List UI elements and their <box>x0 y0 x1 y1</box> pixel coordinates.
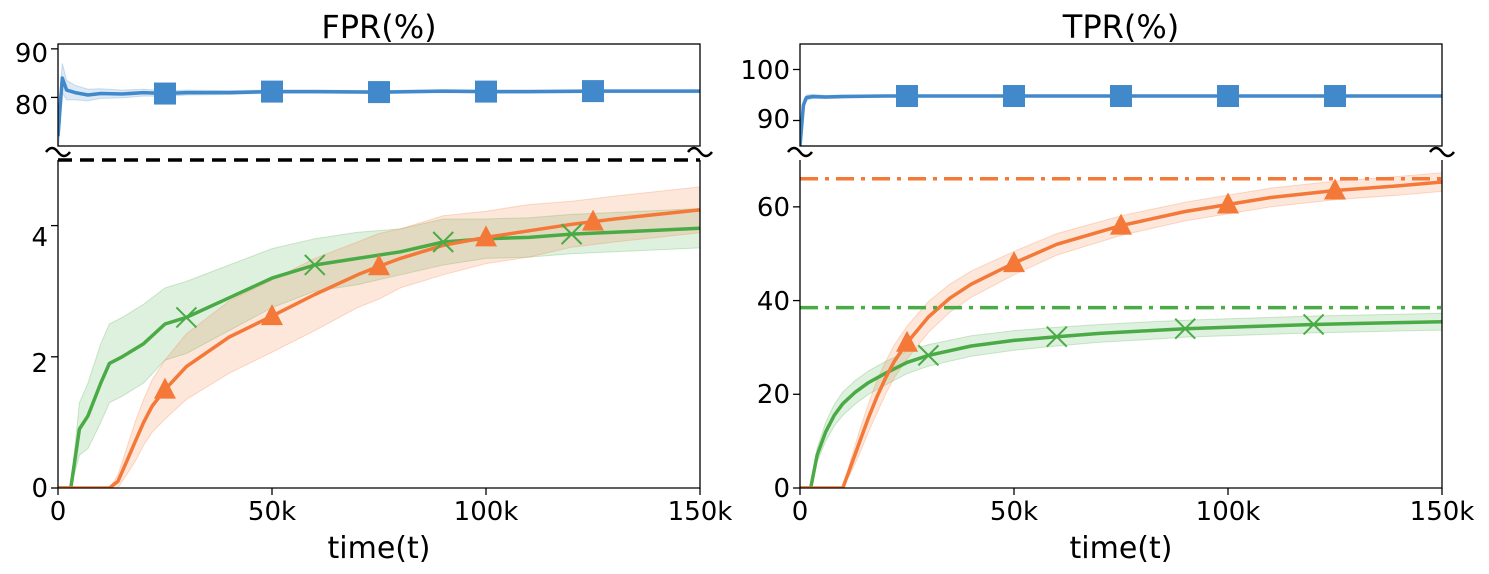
tpr-bottom-panel <box>793 172 1443 495</box>
tpr-x-axis-title: time(t) <box>1070 531 1173 566</box>
tpr-series-1-marker <box>917 344 940 367</box>
fpr-series-0-marker <box>154 82 176 105</box>
fpr-top-plot-area <box>58 63 700 146</box>
fpr-axis-break-marks <box>45 146 713 158</box>
tpr-xtick-label: 0 <box>792 497 809 527</box>
tpr-bottom-ytick-label: 0 <box>773 474 790 504</box>
tpr-chart: TPR(%) 90 100 0 20 40 60 0 50k 100k 150k… <box>740 8 1474 566</box>
fpr-xtick-label: 150k <box>668 497 733 527</box>
fpr-series-0-line <box>58 76 700 137</box>
tpr-series-0-marker <box>1110 85 1132 108</box>
fpr-series-0-marker <box>582 80 604 103</box>
tpr-top-panel-frame <box>799 43 1443 147</box>
tpr-top-panel <box>793 68 1442 146</box>
tpr-bottom-panel-frame <box>799 160 1443 489</box>
tpr-series-0-marker <box>896 85 918 108</box>
fpr-bottom-panel <box>51 158 701 495</box>
fpr-series-2-marker <box>368 254 390 276</box>
tpr-bottom-ytick-label: 40 <box>757 287 790 317</box>
tpr-xtick-label: 50k <box>990 497 1038 527</box>
tpr-series-1-marker <box>1302 313 1325 336</box>
tpr-top-ytick-label: 100 <box>740 56 790 86</box>
fpr-series-1-band <box>58 207 700 488</box>
fpr-series-2-marker <box>475 225 497 247</box>
tpr-series-2-marker <box>1003 251 1025 273</box>
fpr-series-0-marker <box>368 81 390 104</box>
fpr-series-0-marker <box>261 80 283 103</box>
fpr-chart-title: FPR(%) <box>321 8 436 46</box>
tpr-series-2-marker <box>1110 213 1132 235</box>
fpr-top-panel-frame <box>57 43 701 147</box>
tpr-series-2-marker <box>896 330 918 352</box>
tpr-series-1-marker <box>1174 317 1196 340</box>
tpr-series-2-band <box>800 172 1442 488</box>
tpr-series-1-band <box>800 312 1442 488</box>
fpr-chart: FPR(%) 80 90 0 2 4 0 50k 100k 150k time(… <box>15 8 732 566</box>
fpr-series-0-marker <box>475 80 497 103</box>
fpr-bottom-plot-area <box>58 186 700 488</box>
tpr-xtick-label: 100k <box>1196 497 1261 527</box>
fpr-series-1-marker <box>304 254 326 276</box>
fpr-bottom-ytick-label: 2 <box>31 349 48 379</box>
tpr-axis-break-marks <box>787 146 1455 158</box>
fpr-series-1-marker <box>432 231 454 253</box>
fpr-xtick-label: 0 <box>50 497 67 527</box>
fpr-xtick-label: 50k <box>248 497 296 527</box>
tpr-series-2-marker <box>1324 178 1346 200</box>
fpr-x-axis-title: time(t) <box>328 531 431 566</box>
fpr-top-ytick-label: 80 <box>15 91 48 121</box>
tpr-series-1-line <box>800 319 1442 488</box>
tpr-series-2-marker <box>1217 192 1239 214</box>
fpr-bottom-ytick-label: 4 <box>31 223 48 253</box>
tpr-top-ytick-label: 90 <box>757 105 790 135</box>
tpr-bottom-ytick-label: 20 <box>757 380 790 410</box>
fpr-top-ytick-label: 90 <box>15 39 48 69</box>
tpr-series-2-line <box>800 180 1442 488</box>
fpr-series-2-marker <box>582 209 604 231</box>
tpr-series-1-marker <box>1046 325 1068 348</box>
tpr-series-0-marker <box>1324 85 1346 108</box>
tpr-bottom-ytick-label: 60 <box>757 193 790 223</box>
tpr-xtick-label: 150k <box>1410 497 1475 527</box>
fpr-series-1-line <box>58 226 700 488</box>
fpr-bottom-panel-frame <box>57 160 701 489</box>
fpr-xtick-label: 100k <box>454 497 519 527</box>
fpr-series-1-marker <box>560 223 583 245</box>
tpr-bottom-plot-area <box>800 172 1442 488</box>
fpr-series-2-marker <box>154 377 176 399</box>
fpr-bottom-ytick-label: 0 <box>31 474 48 504</box>
fpr-series-2-marker <box>261 304 283 326</box>
tpr-chart-title: TPR(%) <box>1062 8 1179 46</box>
fpr-series-0-band <box>58 63 700 146</box>
fpr-series-1-marker <box>175 306 198 329</box>
fpr-series-2-line <box>58 208 700 488</box>
tpr-series-0-marker <box>1003 85 1025 108</box>
fpr-top-panel <box>51 48 700 146</box>
tpr-series-0-marker <box>1217 85 1239 108</box>
